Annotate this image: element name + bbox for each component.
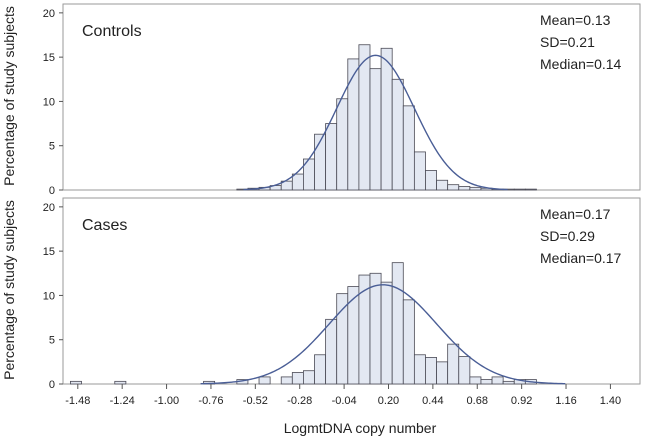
x-tick-label: -1.48 (65, 395, 90, 407)
histogram-bar (413, 354, 426, 385)
x-axis: -1.48 -1.24 -1.00 -0.76 -0.52 -0.28 -0.04 0.20 0… (65, 384, 621, 407)
x-tick-label: -0.76 (198, 395, 223, 407)
histogram-bar (480, 379, 493, 385)
stat-label: Mean=0.13 (540, 12, 611, 28)
histogram-bar (336, 98, 349, 191)
histogram-bar (469, 376, 482, 385)
x-tick-label: -0.04 (332, 395, 357, 407)
y-tick-label: 20 (43, 202, 55, 214)
y-tick-label: 5 (49, 335, 55, 347)
y-tick-label: 10 (43, 96, 55, 108)
histogram-bar (402, 299, 415, 385)
histogram-bar (314, 354, 327, 385)
y-axis-title-top: Percentage of study subjects (1, 6, 17, 186)
histogram-bar (436, 361, 449, 385)
histogram-bar (291, 372, 304, 385)
histogram-bar (358, 44, 371, 191)
histogram-bar (458, 356, 471, 385)
histogram-bar (380, 281, 393, 385)
x-tick-label: 0.44 (422, 395, 443, 407)
panel-label: Cases (82, 217, 127, 234)
histogram-bar (391, 262, 404, 385)
histogram-bar (458, 186, 471, 191)
x-tick-label: 0.92 (511, 395, 532, 407)
y-tick-label: 0 (49, 379, 55, 391)
stat-label: Median=0.17 (540, 250, 622, 266)
histogram-bar (358, 274, 371, 385)
histogram-bar (303, 370, 315, 385)
histogram-bar (425, 170, 437, 191)
x-tick-label: -1.00 (154, 395, 179, 407)
histogram-bar (391, 78, 404, 191)
histogram-bar (347, 58, 360, 191)
histogram-bar (524, 188, 537, 191)
y-tick-label: 15 (43, 52, 55, 64)
histogram-bar (369, 272, 382, 385)
x-tick-label: -0.28 (287, 395, 312, 407)
normal-density-curve (243, 54, 508, 191)
stat-label: SD=0.29 (540, 228, 595, 244)
histogram-bar (336, 293, 349, 385)
x-tick-label: 1.16 (555, 395, 576, 407)
histogram-bar (114, 380, 127, 385)
y-axis-title: Percentage of study subjects (1, 200, 17, 380)
histogram-bar (447, 184, 460, 191)
y-axis-title-bottom: Percentage of study subjects (1, 200, 17, 380)
histogram-bar (325, 318, 338, 385)
stat-label: SD=0.21 (540, 34, 595, 50)
y-axis-title: Percentage of study subjects (1, 6, 17, 186)
histogram-bar (502, 380, 515, 385)
histogram-bar (491, 376, 504, 385)
y-tick-label: 20 (43, 8, 55, 20)
histogram-bar (280, 376, 293, 385)
histogram-bar (413, 151, 426, 191)
x-axis-title: LogmtDNA copy number (284, 420, 437, 436)
panel-label: Controls (82, 23, 142, 40)
stat-label: Median=0.14 (540, 56, 622, 72)
normal-density-curve (200, 284, 566, 385)
histogram-bar (325, 123, 338, 191)
histogram-bar (469, 186, 482, 191)
x-tick-label: 0.20 (378, 395, 399, 407)
x-tick-label: -0.52 (243, 395, 268, 407)
histogram-bar (347, 286, 360, 385)
controls-panel: 0 5 10 15 20 Controls Mean=0.13 SD=0.21 Median=0… (43, 3, 641, 197)
x-tick-label: 0.68 (467, 395, 488, 407)
histogram-bar (425, 357, 437, 385)
histogram-bar (291, 173, 304, 191)
y-tick-label: 15 (43, 246, 55, 258)
cases-panel: 0 5 10 15 20 Cases Mean=0.17 SD=0.29 Median=0.17 (43, 197, 641, 391)
histogram-bar (447, 343, 460, 385)
x-tick-label: 1.40 (600, 395, 621, 407)
histogram-bar (369, 68, 382, 191)
histogram-bar (436, 179, 449, 191)
histogram-bar (380, 47, 393, 191)
histogram-bar (402, 105, 415, 191)
y-tick-label: 10 (43, 290, 55, 302)
x-tick-label: -1.24 (110, 395, 135, 407)
histogram-bar (513, 188, 526, 191)
histogram-bar (69, 380, 82, 385)
stat-label: Mean=0.17 (540, 206, 611, 222)
histogram-bar (258, 376, 271, 385)
y-tick-label: 0 (49, 185, 55, 197)
y-tick-label: 5 (49, 141, 55, 153)
